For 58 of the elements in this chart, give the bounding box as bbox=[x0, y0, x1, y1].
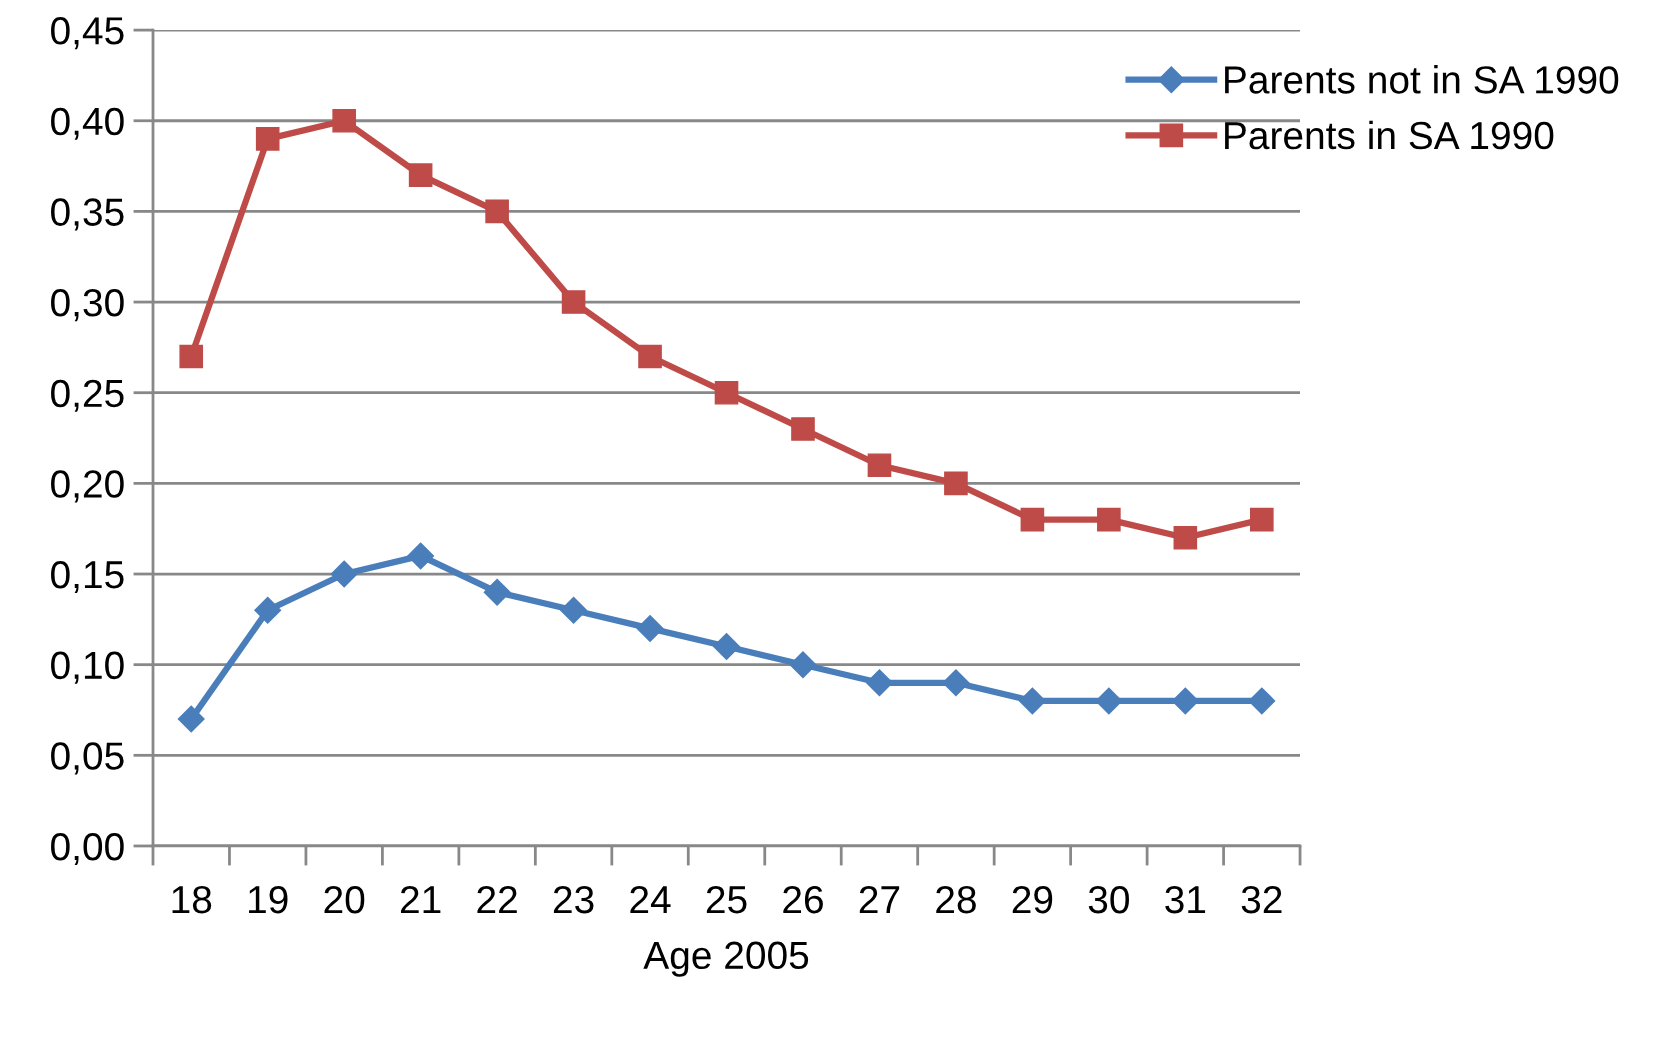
point bbox=[561, 290, 586, 314]
point bbox=[944, 471, 968, 496]
point bbox=[1248, 687, 1276, 715]
point bbox=[1020, 507, 1045, 532]
x-tick-label: 31 bbox=[1165, 885, 1206, 914]
x-tick-label: 22 bbox=[477, 885, 517, 914]
point bbox=[179, 344, 204, 369]
x-tick-label: 29 bbox=[1012, 885, 1053, 914]
y-tick-label: 0,45 bbox=[51, 17, 124, 50]
point bbox=[791, 417, 815, 441]
x-tick-label: 18 bbox=[172, 885, 212, 914]
point bbox=[330, 560, 358, 588]
x-tick-label: 20 bbox=[324, 885, 365, 914]
point bbox=[1171, 687, 1199, 715]
y-tick-label: 0,30 bbox=[51, 288, 124, 322]
y-tick-label: 0,10 bbox=[51, 651, 124, 684]
point bbox=[1097, 507, 1121, 532]
point bbox=[254, 596, 282, 624]
x-tick-label: 19 bbox=[249, 885, 288, 914]
x-tick-label: 27 bbox=[859, 885, 900, 914]
point bbox=[867, 453, 892, 478]
x-tick-label: 23 bbox=[553, 885, 594, 914]
point bbox=[714, 380, 739, 405]
x-tick-label: 21 bbox=[400, 885, 441, 914]
y-tick-label: 0,00 bbox=[51, 832, 124, 866]
point bbox=[789, 651, 817, 679]
point bbox=[407, 542, 435, 570]
point bbox=[408, 163, 433, 187]
x-tick-label: 32 bbox=[1241, 885, 1282, 914]
point bbox=[255, 127, 280, 151]
point bbox=[1250, 507, 1274, 532]
point bbox=[713, 633, 740, 660]
x-tick-label: 28 bbox=[936, 885, 976, 914]
y-tick-label: 0,40 bbox=[51, 107, 124, 140]
y-tick-label: 0,15 bbox=[51, 560, 124, 594]
point bbox=[942, 669, 970, 697]
x-tick-label: 26 bbox=[783, 885, 823, 914]
point bbox=[483, 578, 511, 606]
x-axis-title: Age 2005 bbox=[643, 941, 809, 977]
point bbox=[638, 344, 662, 369]
x-tick-label: 30 bbox=[1088, 885, 1129, 914]
y-tick-label: 0,05 bbox=[51, 742, 124, 775]
point bbox=[332, 108, 356, 133]
point bbox=[1173, 525, 1198, 550]
y-tick-label: 0,35 bbox=[51, 198, 124, 231]
legend-label: Parents not in SA 1990 bbox=[1225, 65, 1619, 94]
point bbox=[1018, 687, 1046, 715]
y-tick-label: 0,25 bbox=[51, 379, 124, 412]
point bbox=[485, 199, 509, 224]
point bbox=[865, 669, 893, 697]
y-tick-label: 0,20 bbox=[51, 470, 124, 503]
legend-label: Parents in SA 1990 bbox=[1225, 120, 1554, 150]
x-tick-label: 25 bbox=[706, 885, 747, 914]
point bbox=[636, 614, 664, 642]
point bbox=[1095, 687, 1123, 715]
point bbox=[177, 705, 205, 733]
x-tick-label: 24 bbox=[630, 885, 671, 914]
point bbox=[560, 596, 588, 624]
